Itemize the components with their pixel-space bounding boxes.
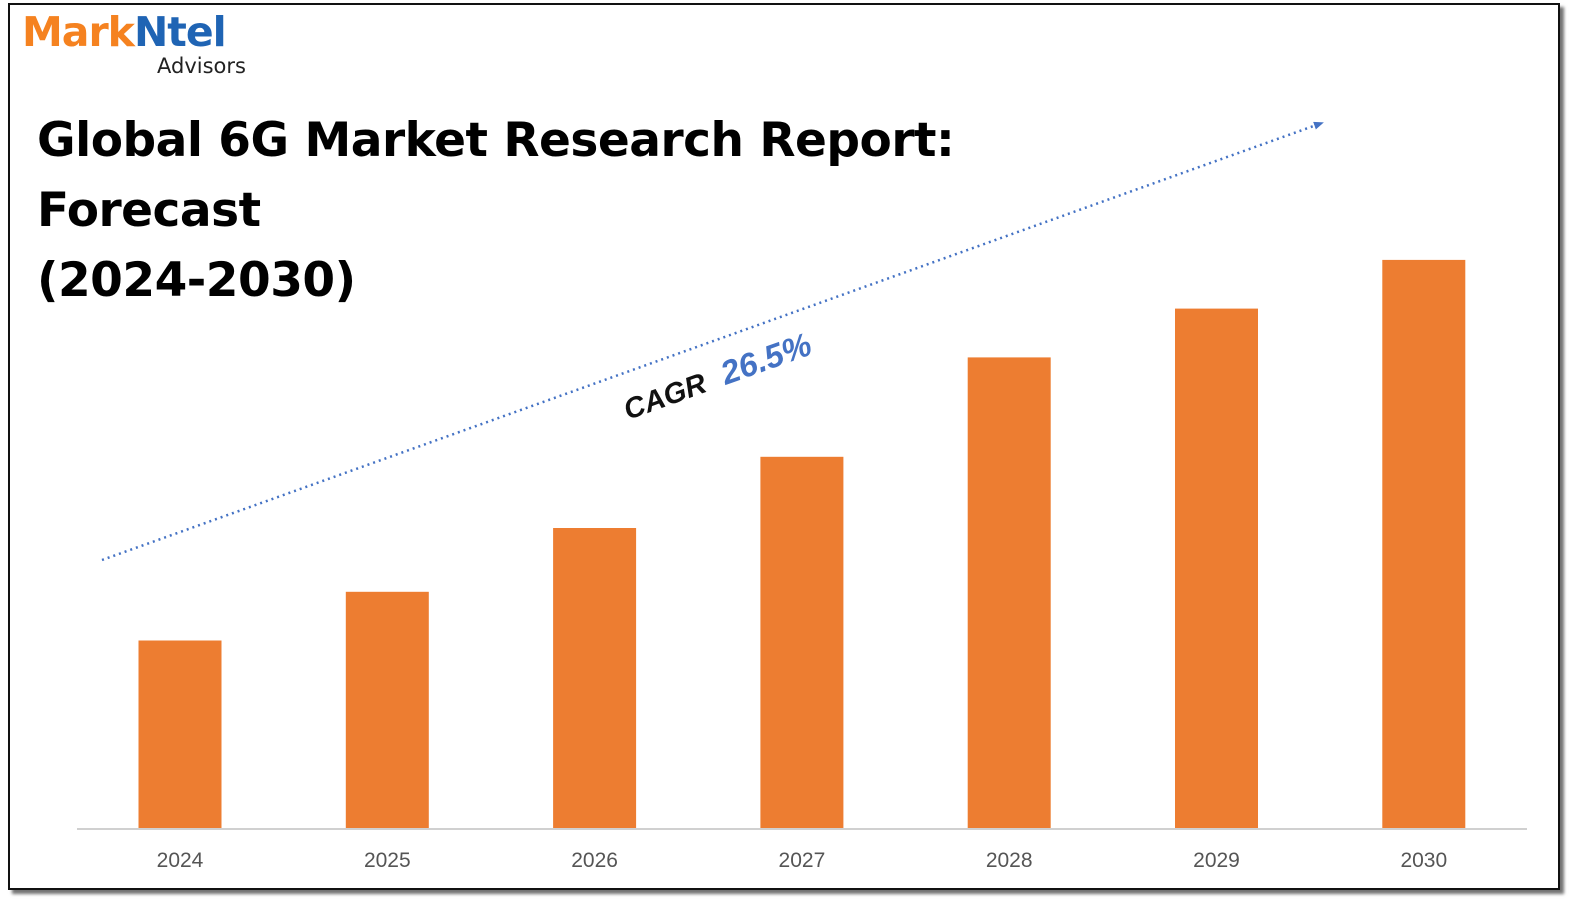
x-tick-label-2029: 2029 [1193,849,1240,872]
logo-subtitle: Advisors [157,54,246,78]
chart-title-line-2: (2024-2030) [37,253,356,308]
x-tick-label-2026: 2026 [571,849,618,872]
cagr-annotation: CAGR 26.5% [618,325,816,426]
bars-group [138,259,1466,829]
bar-2030 [1382,259,1466,828]
marknatel-logo: MarkNtel Advisors [22,12,262,84]
x-tick-labels: 2024 2025 2026 2027 2028 2029 2030 [157,849,1448,872]
logo-mark-text: Mark [22,8,135,56]
bar-2026 [553,528,637,828]
bar-2027 [760,456,844,829]
bar-2025 [345,591,429,829]
x-tick-label-2028: 2028 [986,849,1033,872]
logo-ntel-text: Ntel [133,8,227,56]
chart-title-line-1: Global 6G Market Research Report: Foreca… [37,113,955,238]
logo-wordmark: MarkNtel [22,12,227,53]
x-tick-label-2027: 2027 [779,849,826,872]
bar-2024 [138,640,222,828]
bar-2028 [967,357,1051,828]
x-tick-label-2024: 2024 [157,849,204,872]
x-tick-label-2030: 2030 [1400,849,1447,872]
x-tick-label-2025: 2025 [364,849,411,872]
cagr-label: CAGR [620,368,711,427]
chart-title: Global 6G Market Research Report: Foreca… [37,106,1157,316]
cagr-trend-arrow [101,121,1324,562]
bar-2029 [1175,308,1258,829]
